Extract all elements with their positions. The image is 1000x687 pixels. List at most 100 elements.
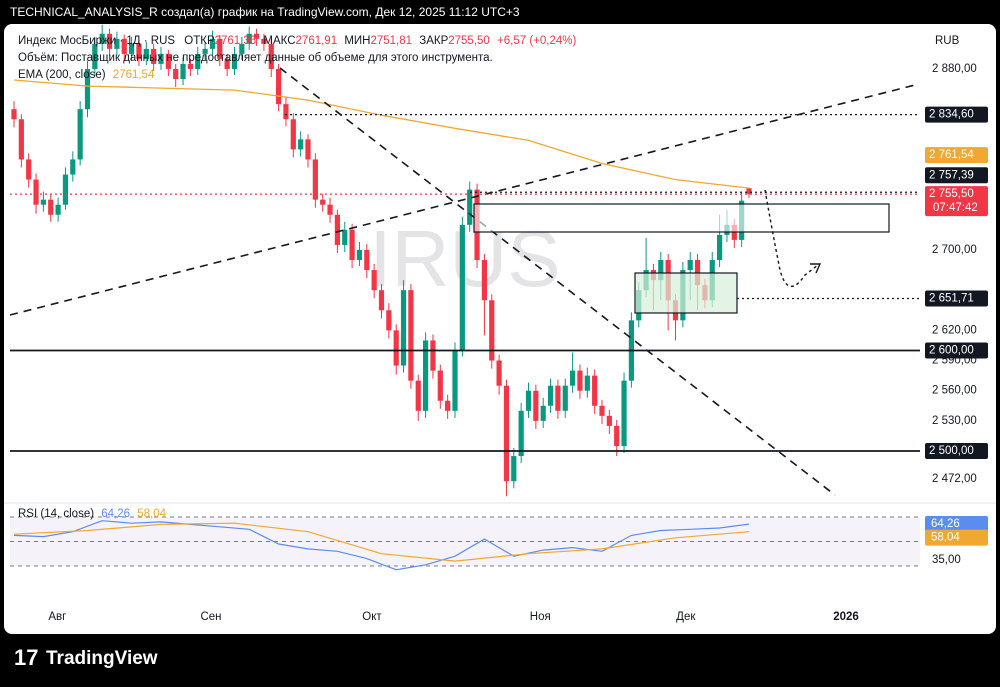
- candle-body: [121, 38, 127, 54]
- price-label: 2 651,71: [925, 290, 988, 307]
- candle-body: [114, 38, 120, 49]
- candle-body: [570, 370, 576, 386]
- legend-key: МИН: [344, 35, 370, 47]
- volume-note: Объём: Поставщик данных не предоставляет…: [18, 52, 493, 64]
- candle-body: [452, 350, 458, 411]
- candle-body: [276, 68, 282, 105]
- arrow-head: [810, 263, 822, 274]
- candle-body: [55, 204, 61, 215]
- legend-key: ОТКР: [184, 35, 215, 47]
- rsi-value-text: 58,04: [931, 532, 960, 544]
- candle-body: [231, 53, 238, 69]
- candle-body: [158, 53, 164, 64]
- price-label: 2 757,39: [925, 167, 988, 184]
- price-label: 2 834,60: [925, 106, 988, 123]
- price-label: 2 761,54: [925, 147, 988, 164]
- ema-name: EMA (200, close): [18, 69, 106, 81]
- x-tick-label: Ноя: [530, 611, 551, 623]
- candle-body: [400, 290, 407, 366]
- price-label-box: [925, 167, 988, 184]
- plot: 2 880,002 700,002 620,002 590,002 560,00…: [10, 24, 977, 623]
- candle-body: [62, 174, 69, 205]
- candle-body: [459, 224, 465, 351]
- currency: RUB: [935, 35, 960, 47]
- candle-body: [562, 385, 568, 411]
- candle-body: [511, 456, 517, 482]
- candle-body: [268, 43, 274, 69]
- rsi-name: RSI (14, close): [18, 508, 94, 520]
- candle-body: [305, 139, 311, 160]
- brand: TradingView: [46, 648, 158, 669]
- candle-body: [445, 400, 451, 411]
- chart-card: [4, 24, 996, 634]
- rsi-value-text: 64,26: [931, 518, 960, 530]
- candle-body: [180, 63, 186, 80]
- price-label-box: [925, 290, 988, 307]
- candle-body: [349, 229, 355, 260]
- candle-body: [298, 139, 304, 150]
- rsi-value-label: 58,04: [925, 529, 988, 546]
- candle-body: [48, 199, 54, 215]
- forecast-arrow: [764, 189, 819, 287]
- x-tick-label: Сен: [200, 611, 221, 623]
- candle-body: [129, 43, 135, 54]
- candle-body: [195, 53, 201, 69]
- candle-body: [356, 249, 363, 260]
- candle-body: [18, 119, 24, 160]
- candle-body: [239, 43, 245, 54]
- candle-body: [606, 415, 612, 426]
- candle-body: [217, 38, 223, 59]
- price-label: 2 600,00: [925, 342, 988, 359]
- candle-body: [224, 58, 230, 69]
- candle-body: [386, 310, 392, 331]
- rsi-value: 64,26: [101, 508, 130, 520]
- rsi-value-label: 64,26: [925, 516, 988, 533]
- y-tick-label: 2 700,00: [932, 244, 977, 256]
- ema-value: 2761,54: [113, 69, 155, 81]
- y-tick-label: 2 560,00: [932, 385, 977, 397]
- instrument: Индекс МосБиржи · 1Д · RUS: [18, 35, 175, 47]
- legend-value: 2761,91: [296, 35, 338, 47]
- candle-body: [584, 375, 590, 391]
- legend-value: 2761,36: [215, 35, 257, 47]
- candle-body: [525, 390, 532, 411]
- candle-body: [320, 199, 326, 205]
- price-label: 2 755,50 07:47:42: [925, 186, 988, 217]
- x-tick-label: 2026: [833, 611, 859, 623]
- candle-body: [253, 33, 260, 39]
- rsi-ma-value: 58,04: [137, 508, 166, 520]
- trendline: [9, 84, 916, 316]
- price-label-text: 2 500,00: [929, 445, 974, 457]
- candle-body: [209, 38, 216, 49]
- candle-body: [173, 68, 179, 80]
- brand-logo: 17: [14, 645, 38, 670]
- countdown: 07:47:42: [933, 202, 978, 214]
- legend-key: МАКС: [263, 35, 295, 47]
- candle-body: [717, 234, 723, 260]
- candle-body: [408, 290, 414, 381]
- candle-body: [658, 260, 664, 281]
- y-tick-label: 2 620,00: [932, 324, 977, 336]
- price-label-box: [925, 443, 988, 460]
- y-tick-label: 2 530,00: [932, 415, 977, 427]
- candle-body: [84, 68, 91, 110]
- legend-rsi: RSI (14, close) 64,26 58,04: [18, 508, 167, 520]
- candle-body: [290, 119, 296, 150]
- rectangle: [473, 203, 890, 233]
- price-label-text: 2 600,00: [929, 345, 974, 357]
- candle-body: [40, 199, 46, 205]
- candle-body: [70, 159, 76, 175]
- trendline: [279, 67, 836, 496]
- candle-body: [283, 104, 289, 120]
- rsi-line: [13, 520, 750, 571]
- candle-body: [364, 249, 370, 271]
- candle-body: [599, 405, 605, 416]
- price-label-text: 2 755,50: [929, 188, 974, 200]
- candle-body: [555, 385, 561, 411]
- candle-body: [202, 48, 208, 54]
- attribution: TECHNICAL_ANALYSIS_R создал(а) график на…: [10, 5, 520, 19]
- candle-body: [11, 109, 17, 120]
- candle-body: [165, 53, 171, 69]
- candle-body: [312, 159, 318, 200]
